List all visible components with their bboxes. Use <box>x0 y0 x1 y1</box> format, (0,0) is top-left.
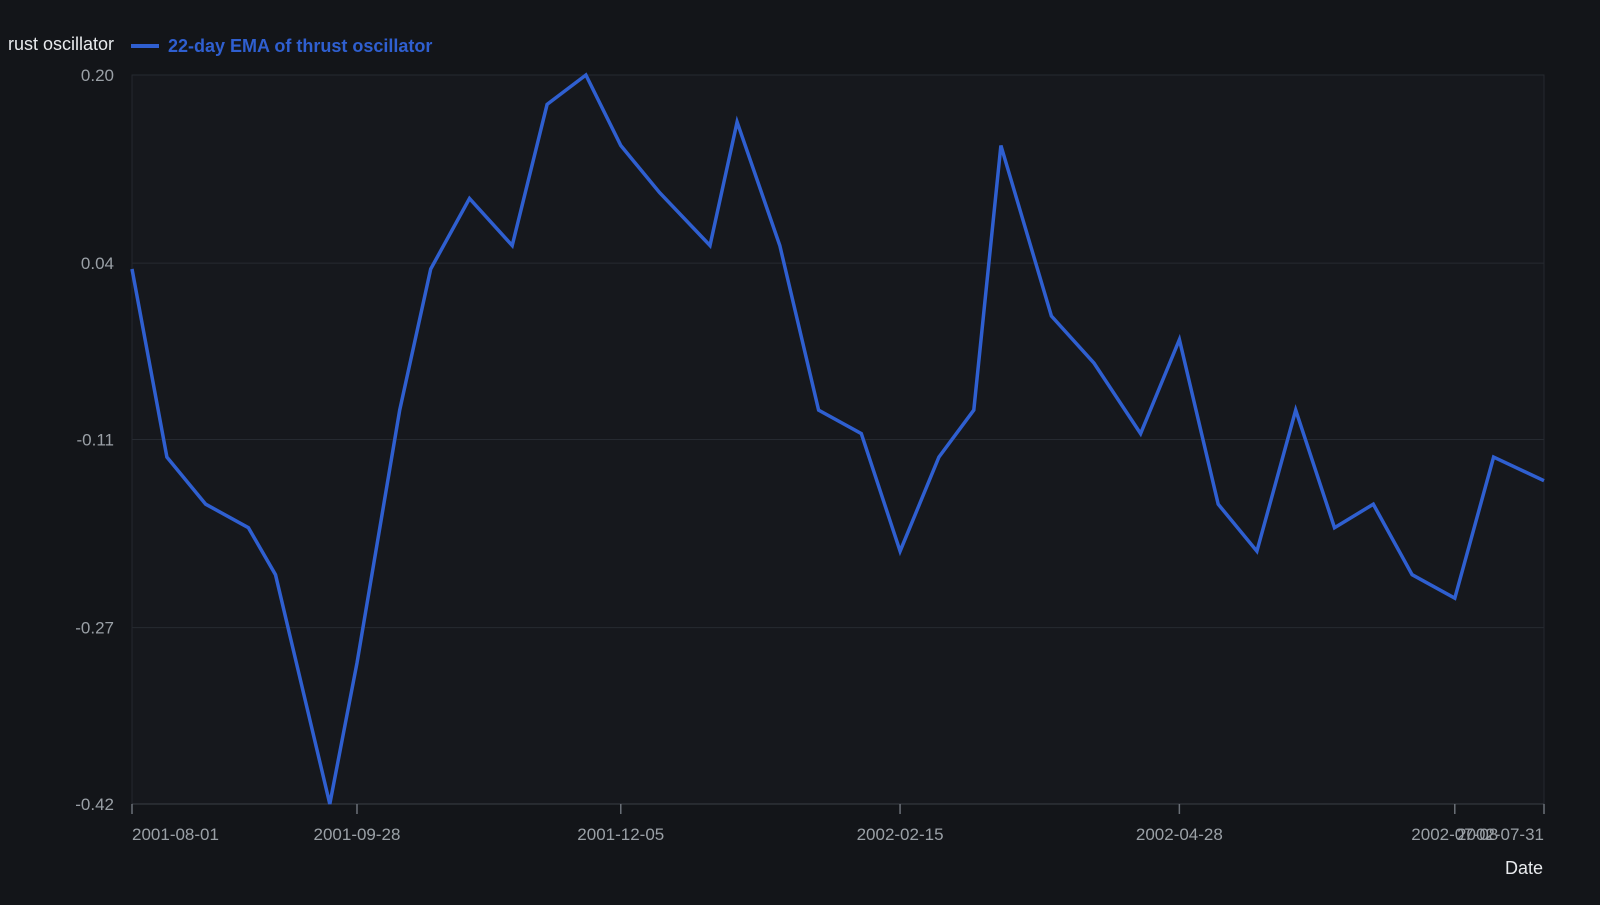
x-tick-label: 2001-12-05 <box>577 825 664 844</box>
y-tick-label: -0.42 <box>75 795 114 814</box>
legend-item-label[interactable]: 22-day EMA of thrust oscillator <box>168 36 432 56</box>
series-layer <box>130 72 1545 805</box>
x-tick-label: 2001-09-28 <box>314 825 401 844</box>
y-tick-label: 0.04 <box>81 254 114 273</box>
legend[interactable]: rust oscillator 22-day EMA of thrust osc… <box>8 34 432 56</box>
x-axis-title: Date <box>1505 858 1543 878</box>
x-tick-label: 2002-02-15 <box>857 825 944 844</box>
y-tick-label: -0.11 <box>77 431 115 450</box>
x-tick-label: 2002-04-28 <box>1136 825 1223 844</box>
y-tick-label: -0.27 <box>75 619 114 638</box>
y-axis: 0.20 0.04 -0.11 -0.27 -0.42 <box>75 66 114 814</box>
legend-item-label-partial[interactable]: rust oscillator <box>8 34 114 54</box>
x-tick-label: 2002-07-31 <box>1457 825 1544 844</box>
y-tick-label: 0.20 <box>81 66 114 85</box>
series-line[interactable] <box>130 72 1545 805</box>
x-axis: 2001-08-01 2001-09-28 2001-12-05 2002-02-15… <box>131 803 1545 844</box>
x-tick-label: 2002-07-08 <box>1411 825 1498 844</box>
x-tick-label: 2001-08-01 <box>132 825 219 844</box>
